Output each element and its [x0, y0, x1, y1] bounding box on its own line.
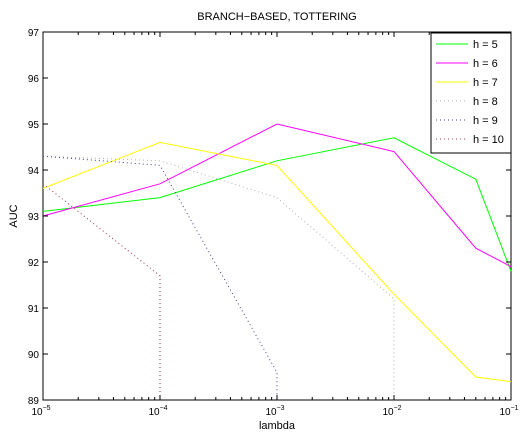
y-tick-label: 91 [28, 304, 40, 315]
chart-title: BRANCH−BASED, TOTTERING [197, 11, 356, 23]
legend-label: h = 7 [473, 77, 498, 89]
legend-label: h = 5 [473, 39, 498, 51]
legend: h = 5 h = 6 h = 7 h = 8 h = 9 h = 10 [430, 32, 512, 154]
y-tick-label: 94 [28, 166, 40, 177]
y-tick-label: 92 [28, 258, 40, 269]
x-axis-label: lambda [259, 420, 296, 432]
y-tick-label: 90 [28, 350, 40, 361]
y-tick-label: 97 [28, 28, 40, 39]
x-tick-label: 10−4 [148, 405, 167, 418]
series-line-h8 [42, 155, 395, 400]
legend-label: h = 10 [473, 134, 504, 146]
y-tick-label: 95 [28, 120, 40, 131]
series-line-h7 [42, 141, 512, 383]
x-tick-label: 10−2 [382, 405, 401, 418]
series-layer [42, 123, 512, 400]
x-tick-label: 10−5 [31, 405, 50, 418]
legend-box [430, 32, 512, 154]
y-tick-label: 96 [28, 74, 40, 85]
y-tick-label: 93 [28, 212, 40, 223]
series-line-h9 [42, 155, 278, 400]
series-line-h5 [42, 137, 512, 272]
legend-label: h = 8 [473, 96, 498, 108]
y-tick-label: 89 [28, 396, 40, 407]
legend-label: h = 6 [473, 58, 498, 70]
legend-label: h = 9 [473, 115, 498, 127]
x-tick-label: 10−3 [265, 405, 284, 418]
axis-ticks: 10−5 10−4 10−3 10−2 10−1 89 90 91 92 93 94 95 96 97 [28, 28, 519, 418]
x-tick-label: 10−1 [499, 405, 518, 418]
series-line-h6 [42, 123, 512, 268]
series-line-h10 [42, 183, 161, 400]
y-axis-label: AUC [8, 204, 20, 227]
